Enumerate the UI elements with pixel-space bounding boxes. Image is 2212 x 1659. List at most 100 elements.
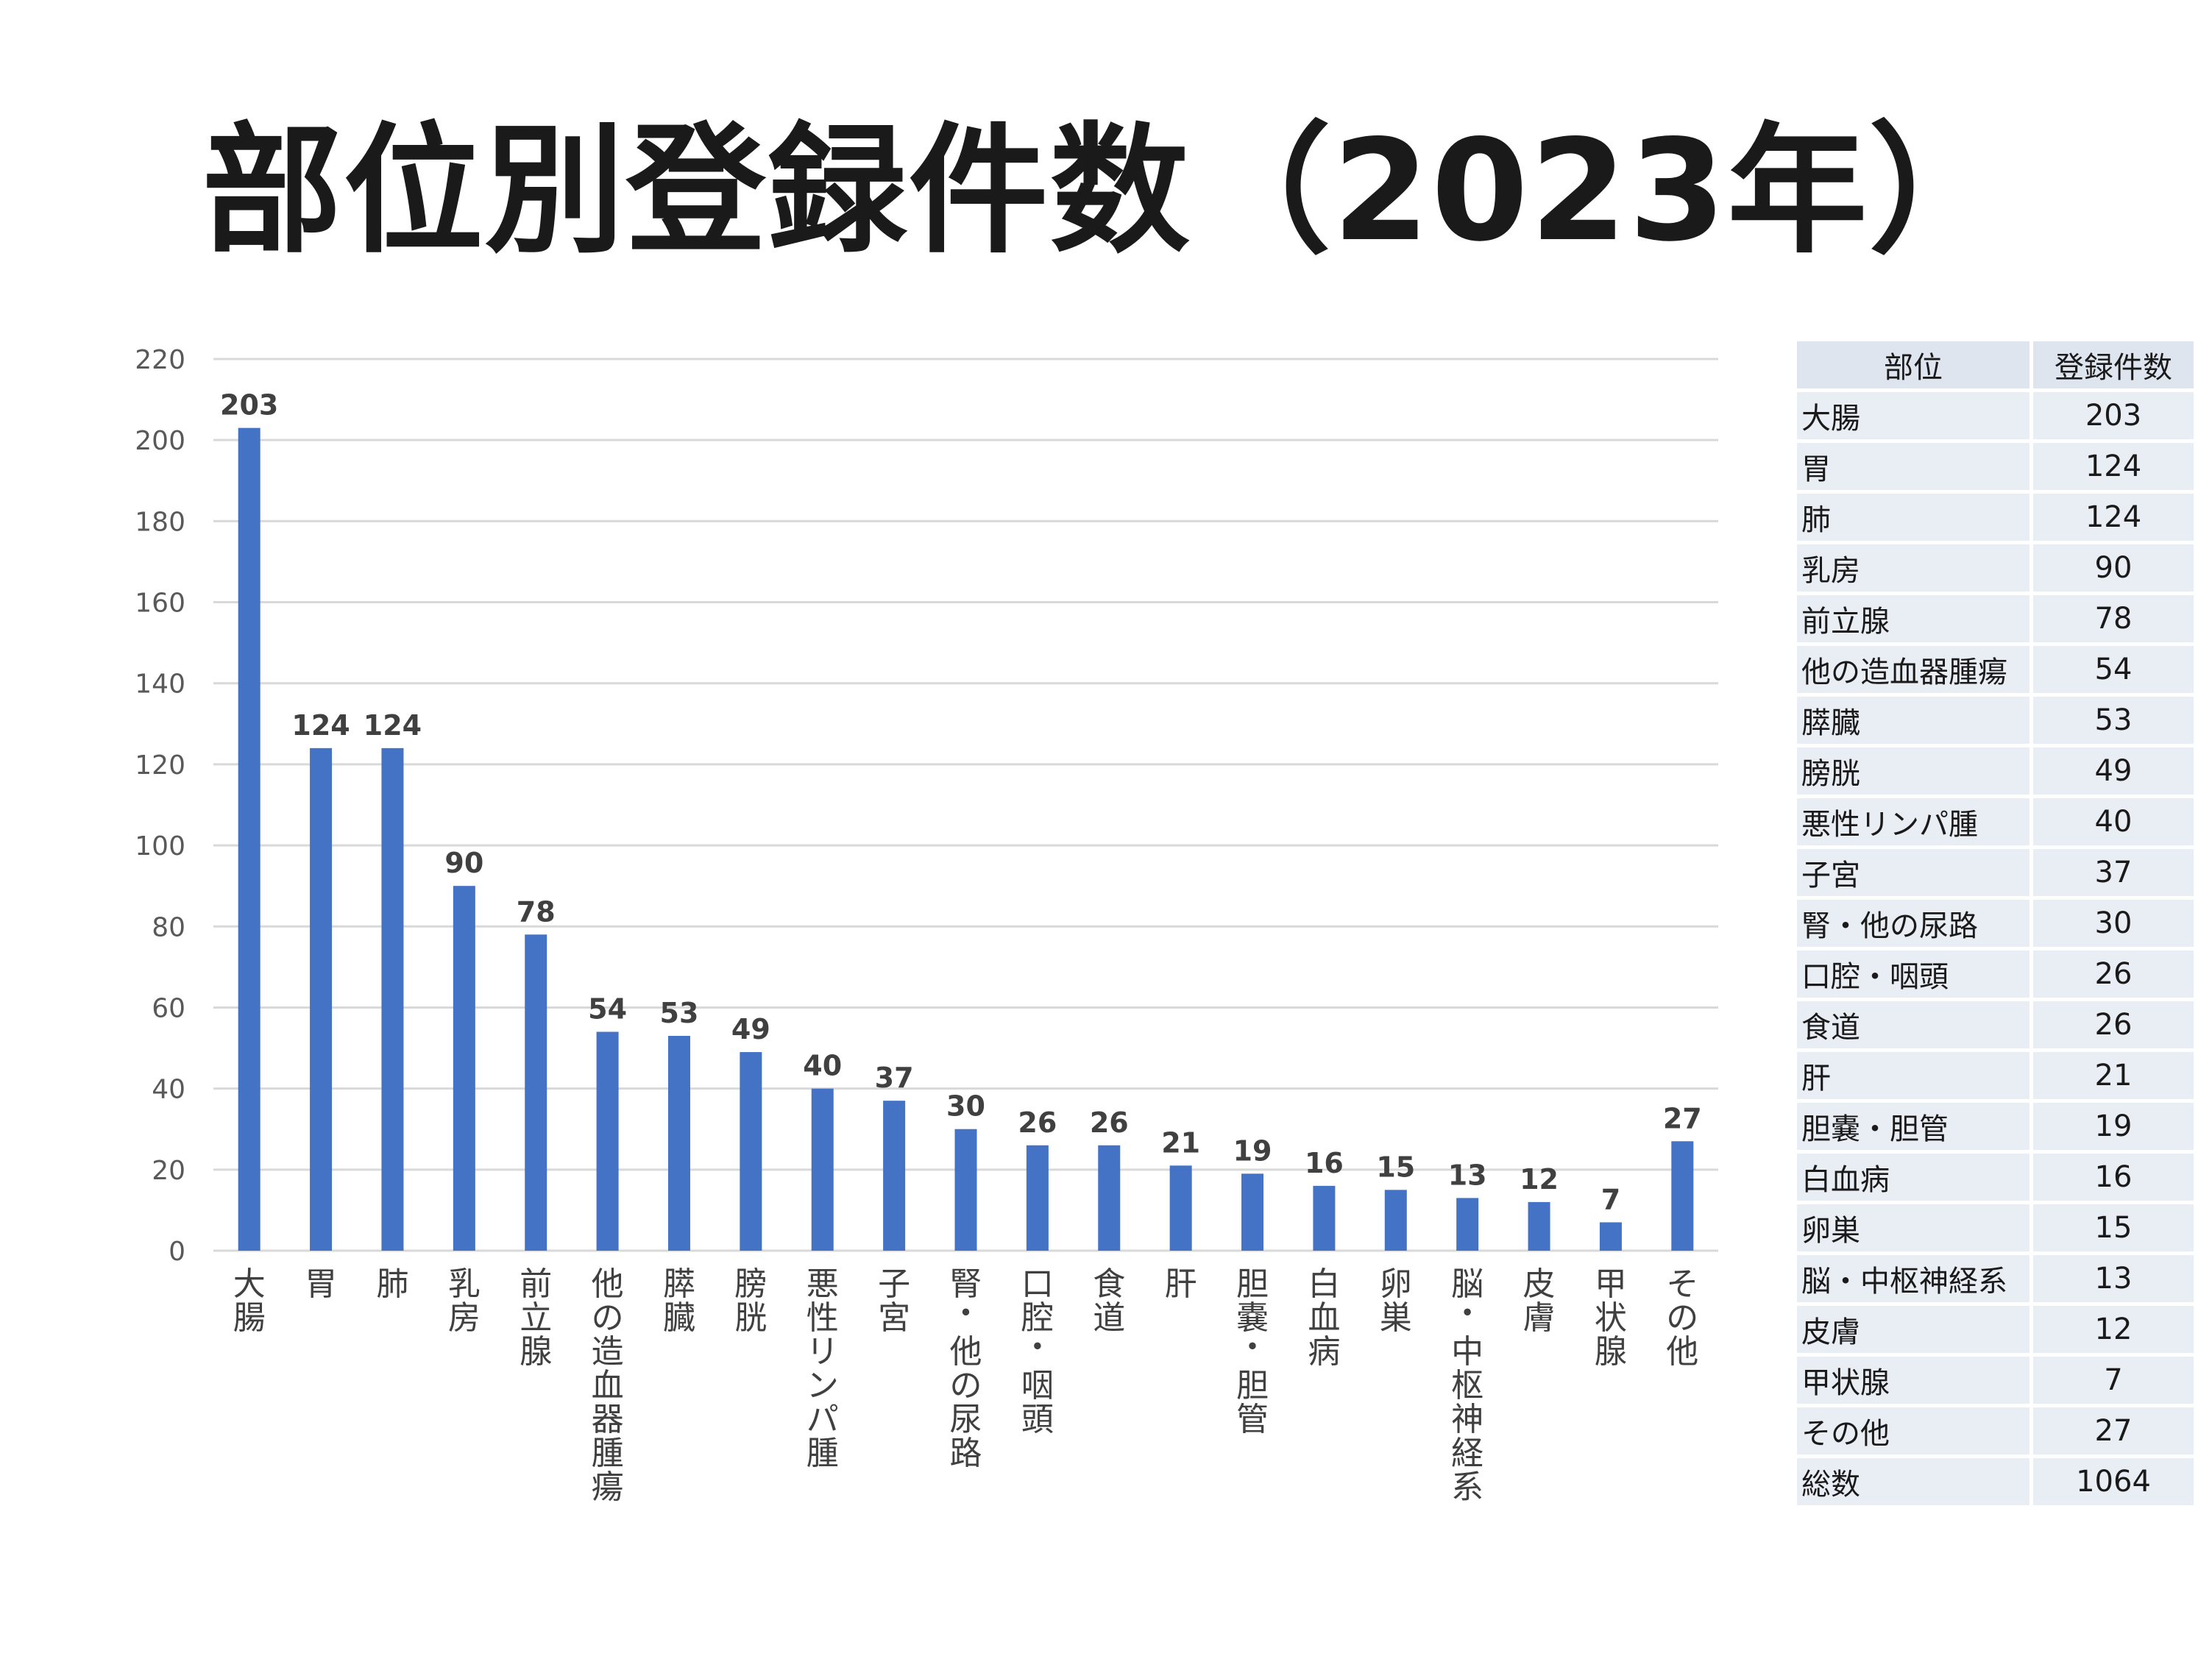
table-cell-count: 37 (2031, 847, 2197, 900)
svg-text:ン: ン (807, 1367, 839, 1404)
table-cell-site: 食道 (1797, 999, 2033, 1052)
table-cell-site: 総数 (1797, 1456, 2033, 1509)
data-label: 16 (1305, 1147, 1344, 1179)
svg-text:腫: 腫 (807, 1435, 839, 1472)
x-category-label: 胃 (305, 1265, 337, 1303)
table-cell-count: 26 (2031, 948, 2197, 1001)
svg-text:食: 食 (1093, 1265, 1125, 1303)
svg-text:胆: 胆 (1236, 1367, 1269, 1404)
bar (1098, 1145, 1121, 1251)
table-cell-site: 腎・他の尿路 (1797, 898, 2033, 951)
svg-text:の: の (592, 1299, 624, 1337)
y-tick-label: 140 (135, 669, 185, 700)
svg-text:膚: 膚 (1523, 1299, 1556, 1337)
table-cell-count: 1064 (2031, 1456, 2197, 1509)
y-tick-label: 40 (152, 1075, 185, 1105)
data-label: 12 (1520, 1163, 1559, 1196)
data-table: 部位 登録件数 大腸 203 胃 124 肺 124 乳房 90 前立腺 78 他の造血器腫瘍 54 膵… (1797, 341, 2197, 1509)
svg-text:膀: 膀 (734, 1265, 767, 1303)
svg-text:尿: 尿 (950, 1401, 982, 1438)
table-row: 膀胱 49 (1797, 745, 2197, 798)
table-row: 口腔・咽頭 26 (1797, 948, 2197, 1001)
bar (740, 1052, 762, 1251)
table-header-site: 部位 (1797, 341, 2033, 392)
table-cell-count: 16 (2031, 1151, 2197, 1204)
table-row: 胆嚢・胆管 19 (1797, 1101, 2197, 1154)
bar (1528, 1201, 1550, 1251)
svg-text:腔: 腔 (1021, 1299, 1054, 1337)
y-tick-label: 200 (135, 426, 185, 456)
svg-text:胃: 胃 (305, 1265, 337, 1303)
svg-text:他: 他 (1666, 1333, 1698, 1371)
y-tick-label: 80 (152, 912, 185, 942)
table-cell-site: 白血病 (1797, 1151, 2033, 1204)
table-cell-site: 卵巣 (1797, 1202, 2033, 1255)
table-cell-count: 19 (2031, 1101, 2197, 1154)
table-row: 総数 1064 (1797, 1456, 2197, 1509)
svg-text:腸: 腸 (233, 1299, 266, 1337)
svg-text:経: 経 (1451, 1435, 1483, 1472)
svg-text:・: ・ (1236, 1329, 1269, 1366)
x-category-label: 食道 (1093, 1265, 1125, 1337)
svg-text:路: 路 (950, 1435, 982, 1472)
table-cell-site: 胃 (1797, 441, 2033, 494)
svg-text:嚢: 嚢 (1236, 1299, 1269, 1337)
svg-text:肝: 肝 (1165, 1265, 1197, 1303)
table-cell-site: 胆嚢・胆管 (1797, 1101, 2033, 1154)
x-category-label: 膀胱 (734, 1265, 767, 1337)
svg-text:性: 性 (807, 1299, 839, 1337)
y-tick-label: 100 (135, 831, 185, 862)
svg-text:胆: 胆 (1236, 1265, 1269, 1303)
data-label: 26 (1090, 1106, 1129, 1139)
data-label: 21 (1161, 1126, 1200, 1159)
svg-text:頭: 頭 (1021, 1401, 1054, 1438)
x-category-label: 皮膚 (1523, 1265, 1556, 1337)
data-label: 78 (517, 895, 556, 928)
x-category-label: 乳房 (448, 1265, 481, 1337)
table-cell-count: 13 (2031, 1253, 2197, 1306)
table-header-row: 部位 登録件数 (1797, 341, 2197, 392)
svg-text:胱: 胱 (734, 1299, 767, 1337)
bar (310, 747, 333, 1251)
svg-text:他: 他 (950, 1333, 982, 1371)
svg-text:造: 造 (592, 1333, 624, 1371)
x-category-label: 甲状腺 (1595, 1265, 1627, 1371)
bar (1384, 1190, 1407, 1251)
svg-text:枢: 枢 (1451, 1367, 1483, 1404)
y-tick-label: 120 (135, 750, 185, 781)
table-cell-count: 27 (2031, 1405, 2197, 1458)
x-category-label: 膵臓 (663, 1265, 695, 1337)
data-label: 26 (1018, 1106, 1057, 1139)
svg-text:中: 中 (1451, 1333, 1483, 1371)
x-category-label: 大腸 (233, 1265, 266, 1337)
x-category-label: 悪性リンパ腫 (807, 1265, 839, 1472)
svg-text:房: 房 (448, 1299, 481, 1337)
table-cell-site: 乳房 (1797, 542, 2033, 595)
table-cell-site: 口腔・咽頭 (1797, 948, 2033, 1001)
table-cell-count: 15 (2031, 1202, 2197, 1255)
svg-text:大: 大 (233, 1265, 266, 1303)
x-category-label: 胆嚢・胆管 (1236, 1265, 1269, 1438)
y-tick-label: 20 (152, 1156, 185, 1186)
x-category-label: 肝 (1165, 1265, 1197, 1303)
table-cell-site: その他 (1797, 1405, 2033, 1458)
table-row: 肺 124 (1797, 491, 2197, 544)
bar (883, 1101, 906, 1251)
table-cell-site: 肺 (1797, 491, 2033, 544)
svg-text:前: 前 (520, 1265, 552, 1303)
table-cell-site: 悪性リンパ腫 (1797, 796, 2033, 849)
table-row: 肝 21 (1797, 1050, 2197, 1103)
table-cell-site: 前立腺 (1797, 593, 2033, 646)
table-cell-count: 49 (2031, 745, 2197, 798)
table-cell-count: 90 (2031, 542, 2197, 595)
table-cell-site: 子宮 (1797, 847, 2033, 900)
x-category-label: 子宮 (878, 1265, 910, 1337)
table-cell-count: 124 (2031, 491, 2197, 544)
svg-text:系: 系 (1451, 1468, 1483, 1506)
bars (238, 427, 1694, 1251)
table-cell-count: 203 (2031, 390, 2197, 443)
table-cell-count: 54 (2031, 644, 2197, 697)
svg-text:リ: リ (807, 1333, 839, 1371)
table-cell-site: 膀胱 (1797, 745, 2033, 798)
bar (1026, 1145, 1049, 1251)
